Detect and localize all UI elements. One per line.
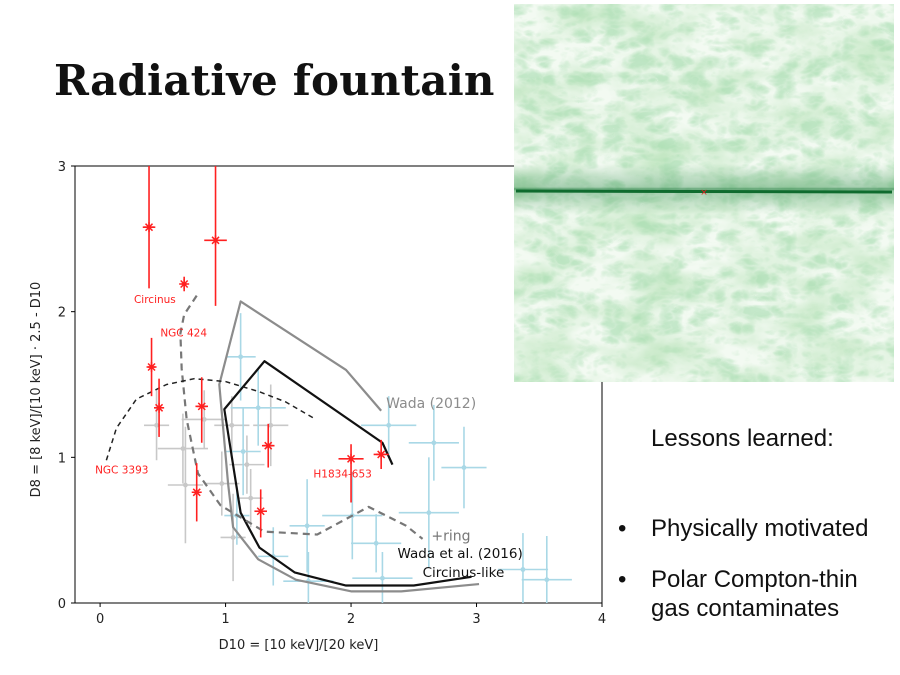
x-tick-label: 0 [96,612,104,627]
series-label: Circinus-like [423,565,505,581]
gray-point [158,414,208,484]
series-label: +ring [431,528,470,544]
x-axis-label: D10 = [10 keV]/[20 keV] [219,638,379,653]
gray-point-dot [181,446,186,451]
cyan-point-dot [521,567,526,572]
cyan-point-dot [426,510,431,515]
x-tick-label: 1 [221,612,229,627]
source-star [263,441,273,451]
source-label: NGC 424 [160,327,207,339]
gray-point-dot [231,535,236,540]
y-axis-label: D8 = [8 keV]/[10 keV] · 2.5 - D10 [29,282,44,498]
source-star [197,401,207,411]
source-star [144,222,154,232]
y-tick-label: 2 [58,306,66,321]
source-label: NGC 3393 [95,464,148,476]
cyan-point-dot [241,449,246,454]
center-marker: × [700,188,708,198]
gray-point [238,469,263,527]
bullet-line: Physically motivated [651,514,868,543]
cyan-point-dot [431,440,436,445]
source-star [256,506,266,516]
cyan-point-dot [462,465,467,470]
series-label: Wada (2012) [386,396,476,412]
bullet-line: gas contaminates [651,594,868,623]
source-star [179,279,189,289]
plot-area [106,166,572,603]
cyan-point [409,405,459,481]
source-star [147,362,157,372]
gray-point-dot [268,423,273,428]
gray-point-dot [245,462,250,467]
bullet-line: Polar Compton-thin [651,565,868,594]
source-point [262,424,275,468]
gray-point-dot [183,483,188,488]
source-point [147,338,157,396]
gray-point-dot [219,481,224,486]
cyan-point [226,313,256,400]
y-tick-label: 0 [58,597,66,612]
cyan-point-dot [374,541,379,546]
green-gas-simulation-image: × [514,4,894,382]
source-star [376,449,386,459]
gray-point [168,427,203,544]
cyan-point [351,514,401,572]
source-point [195,377,208,443]
cyan-point [498,533,548,603]
source-star [154,403,164,413]
cyan-point [290,479,325,572]
source-point [254,489,267,537]
source-star [192,487,202,497]
cyan-point-dot [305,523,310,528]
gray-point [144,390,169,460]
cyan-point-dot [544,577,549,582]
gray-point-dot [202,417,207,422]
gray-point-dot [229,423,234,428]
source-point [374,440,389,469]
y-tick-label: 3 [58,160,66,175]
gray-point [204,452,239,516]
cyan-point-dot [380,576,385,581]
source-star [211,235,221,245]
gray-point [214,396,249,454]
y-tick-label: 1 [58,451,66,466]
x-tick-label: 3 [472,612,480,627]
gray-point-dot [154,423,159,428]
series-line-gray-dashed [180,296,422,539]
source-point [179,277,189,292]
bullet-item: Polar Compton-thin gas contaminates [618,565,868,623]
cyan-point-dot [386,423,391,428]
cyan-point-dot [238,354,243,359]
cyan-point [441,427,486,509]
source-point [204,166,227,306]
bullet-item: Physically motivated [618,514,868,543]
x-tick-label: 4 [598,612,606,627]
slide-title: Radiative fountain [54,56,495,105]
source-star [346,454,356,464]
source-point [192,463,202,521]
cyan-point-dot [256,405,261,410]
lessons-heading: Lessons learned: [651,425,834,453]
source-label: Circinus [134,294,176,306]
cyan-point [231,370,286,446]
lessons-list: Physically motivated Polar Compton-thin … [618,514,868,645]
gray-point-dot [248,496,253,501]
source-label: H1834-653 [313,469,371,481]
source-point [143,166,156,288]
series-label: Wada et al. (2016) [397,546,522,562]
x-tick-label: 2 [347,612,355,627]
gray-point [229,435,264,493]
source-point [154,379,164,437]
